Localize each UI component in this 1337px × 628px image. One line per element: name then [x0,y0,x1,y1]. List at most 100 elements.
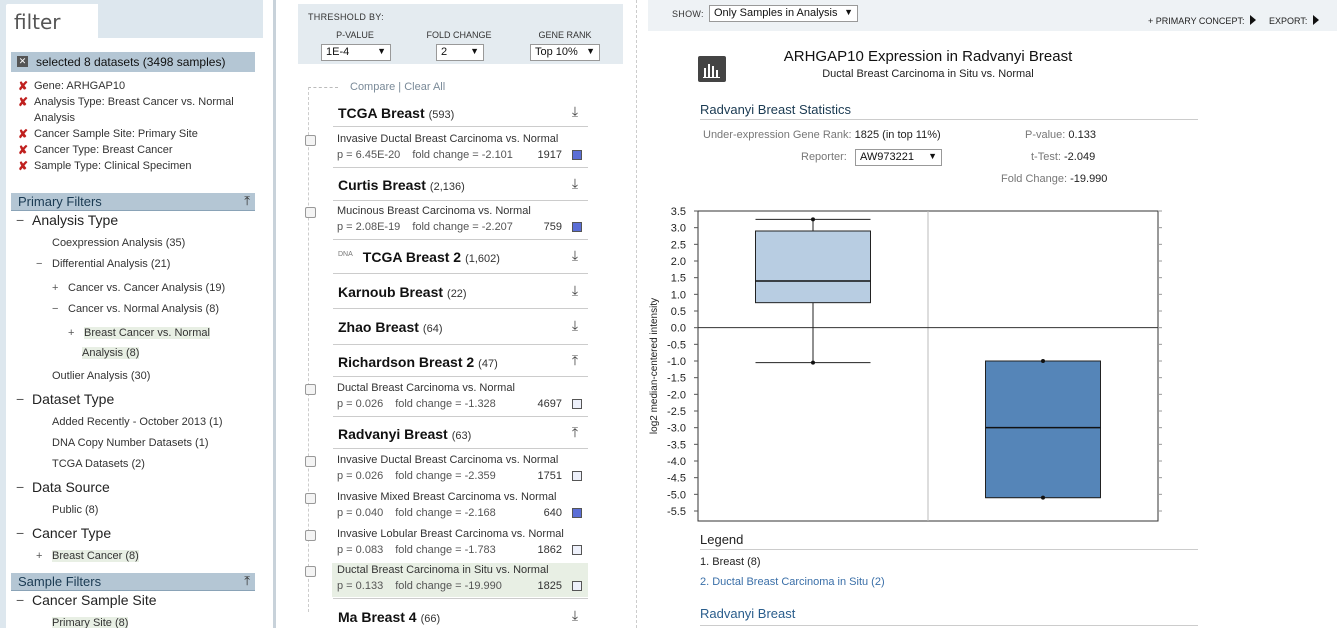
box-2 [985,360,1101,499]
remove-icon[interactable]: ✘ [18,95,29,109]
expand-down-icon[interactable]: ⤓ [571,247,579,263]
pvalue-stat: P-value: 0.133 [1025,129,1096,141]
show-samples-select[interactable]: Only Samples in Analysis ▼ [709,5,858,22]
analysis-row[interactable]: Ductal Breast Carcinoma vs. Normal p = 0… [305,381,588,415]
filter-primary-site[interactable]: Primary Site (8) [52,617,129,628]
filter-breast-cancer[interactable]: + Breast Cancer (8) [36,550,139,562]
filter-cancer-vs-cancer[interactable]: + Cancer vs. Cancer Analysis (19) [52,282,226,294]
compare-bar: Compare | Clear All [350,81,446,93]
selected-datasets-header: ✕ selected 8 datasets (3498 samples) [11,52,255,72]
clear-all-link[interactable]: Clear All [404,81,446,93]
data-source-heading[interactable]: − Data Source [16,479,110,495]
collapse-up-icon[interactable]: ⤒ [244,573,250,588]
filter-tab[interactable]: filter [6,4,98,38]
analysis-checkbox[interactable] [305,207,316,218]
analysis-checkbox[interactable] [305,530,316,541]
filter-added-recently[interactable]: Added Recently - October 2013 (1) [52,416,223,428]
y-tick-label: 2.5 [671,239,686,251]
y-tick-label: 0.0 [671,323,686,335]
selected-filter-cancer-type: ✘ Cancer Type: Breast Cancer [18,143,173,157]
rank-swatch [572,399,582,409]
dropdown-arrow-icon: ▼ [586,46,595,56]
rank-swatch [572,471,582,481]
clear-selection-icon[interactable]: ✕ [17,56,28,67]
filter-public[interactable]: Public (8) [52,504,99,516]
y-tick-label: -1.5 [667,373,686,385]
filter-differential[interactable]: − Differential Analysis (21) [36,258,171,270]
analysis-type-heading[interactable]: − Analysis Type [16,212,119,228]
rank-swatch [572,150,582,160]
y-tick-label: -5.5 [667,506,686,518]
box-1 [755,230,871,304]
detail-panel: SHOW: Only Samples in Analysis ▼ + PRIMAR… [648,0,1337,628]
remove-icon[interactable]: ✘ [18,143,29,157]
cancer-sample-site-heading[interactable]: − Cancer Sample Site [16,592,157,608]
boxplot-icon[interactable] [698,56,726,82]
export-menu[interactable]: EXPORT: [1269,15,1320,26]
analysis-row[interactable]: Invasive Ductal Breast Carcinoma vs. Nor… [305,453,588,487]
remove-icon[interactable]: ✘ [18,127,29,141]
collapse-up-icon[interactable]: ⤒ [571,352,579,368]
expand-down-icon[interactable]: ⤓ [571,317,579,333]
y-tick-label: 3.5 [671,206,686,218]
y-tick-label: -2.5 [667,406,686,418]
filter-breast-cancer-vs-normal-count[interactable]: Analysis (8) [82,347,140,359]
dataset-title[interactable]: DNA TCGA Breast 2 (1,602) [338,249,500,265]
dataset-title[interactable]: Karnoub Breast (22) [338,284,467,300]
fold-change-select[interactable]: 2 ▼ [436,44,484,61]
dataset-title[interactable]: Curtis Breast (2,136) [338,177,465,193]
expand-down-icon[interactable]: ⤓ [571,607,579,623]
filter-cancer-vs-normal[interactable]: − Cancer vs. Normal Analysis (8) [52,303,219,315]
analysis-checkbox[interactable] [305,384,316,395]
expand-down-icon[interactable]: ⤓ [571,282,579,298]
collapse-up-icon[interactable]: ⤒ [571,424,579,440]
dataset-title[interactable]: Richardson Breast 2 (47) [338,354,498,370]
pvalue-select[interactable]: 1E-4 ▼ [321,44,391,61]
filter-coexpression[interactable]: Coexpression Analysis (35) [52,237,186,249]
analysis-row[interactable]: Invasive Mixed Breast Carcinoma vs. Norm… [305,490,588,524]
filter-tcga-datasets[interactable]: TCGA Datasets (2) [52,458,145,470]
rank-swatch [572,545,582,555]
primary-concept-menu[interactable]: + PRIMARY CONCEPT: [1148,15,1257,26]
cancer-type-heading[interactable]: − Cancer Type [16,525,112,541]
panel-divider[interactable] [273,0,276,628]
analysis-row[interactable]: Invasive Ductal Breast Carcinoma vs. Nor… [305,132,588,166]
y-tick-label: -3.0 [667,423,686,435]
analysis-row-selected[interactable]: Ductal Breast Carcinoma in Situ vs. Norm… [305,563,588,597]
dataset-title[interactable]: Ma Breast 4 (66) [338,609,441,625]
selected-filter-analysis-type: ✘ Analysis Type: Breast Cancer vs. Norma… [18,95,234,124]
analysis-checkbox[interactable] [305,456,316,467]
analysis-checkbox[interactable] [305,493,316,504]
filter-breast-cancer-vs-normal[interactable]: + Breast Cancer vs. Normal [68,327,210,339]
rank-swatch [572,581,582,591]
detail-toolbar: SHOW: Only Samples in Analysis ▼ + PRIMAR… [648,0,1337,31]
dataset-title[interactable]: TCGA Breast (593) [338,105,455,121]
dataset-type-heading[interactable]: − Dataset Type [16,391,115,407]
dna-tag: DNA [338,251,353,258]
expand-down-icon[interactable]: ⤓ [571,103,579,119]
filter-dna-copy[interactable]: DNA Copy Number Datasets (1) [52,437,209,449]
analysis-row[interactable]: Invasive Lobular Breast Carcinoma vs. No… [305,527,588,561]
dataset-title[interactable]: Radvanyi Breast (63) [338,426,472,442]
gene-rank-select[interactable]: Top 10% ▼ [530,44,600,61]
collapse-up-icon[interactable]: ⤒ [244,193,250,208]
sample-filters-header[interactable]: Sample Filters ⤒ [11,573,255,591]
dataset-section-heading[interactable]: Radvanyi Breast [700,606,1198,626]
legend-item-2[interactable]: 2. Ductal Breast Carcinoma in Situ (2) [700,576,885,588]
dataset-title[interactable]: Zhao Breast (64) [338,319,443,335]
reporter-select[interactable]: AW973221 ▼ [855,149,942,166]
y-tick-label: -2.0 [667,389,686,401]
rank-swatch [572,222,582,232]
primary-filters-header[interactable]: Primary Filters ⤒ [11,193,255,211]
analysis-checkbox[interactable] [305,135,316,146]
remove-icon[interactable]: ✘ [18,159,29,173]
remove-icon[interactable]: ✘ [18,79,29,93]
y-tick-label: -3.5 [667,439,686,451]
expand-down-icon[interactable]: ⤓ [571,175,579,191]
compare-link[interactable]: Compare [350,81,396,93]
filter-outlier[interactable]: Outlier Analysis (30) [52,370,151,382]
x-tick-label: 1 [810,527,816,528]
analysis-row[interactable]: Mucinous Breast Carcinoma vs. Normal p =… [305,204,588,238]
analysis-checkbox[interactable] [305,566,316,577]
left-panel-scrollbar[interactable] [263,0,276,628]
